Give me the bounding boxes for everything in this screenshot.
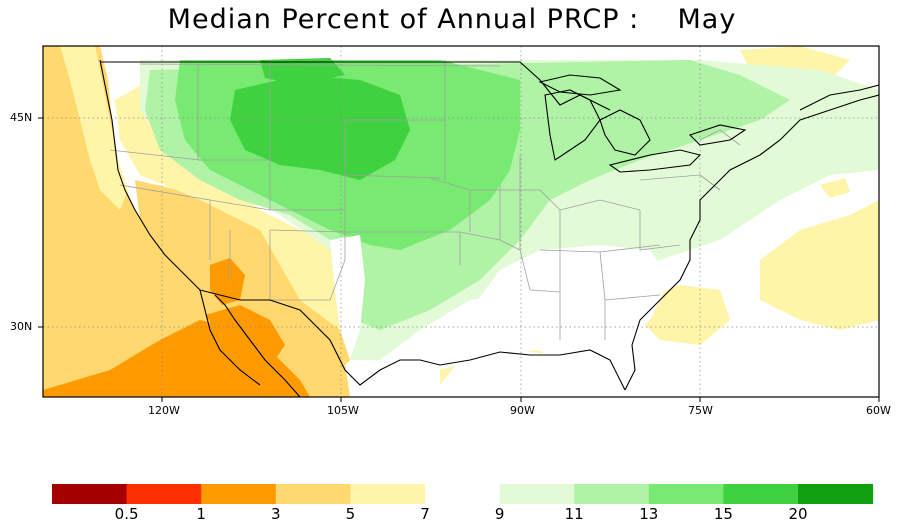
atlantic-yellow-region — [760, 200, 879, 330]
legend-swatch-2 — [201, 484, 277, 504]
legend-label-1: 1 — [196, 505, 206, 523]
state-borders — [109, 60, 741, 340]
lon-label-75w: 75W — [688, 404, 713, 417]
legend-swatch-6 — [499, 484, 575, 504]
graticule — [43, 46, 879, 397]
legend-label-8: 15 — [713, 505, 733, 523]
legend-label-5: 9 — [494, 505, 505, 523]
lat-label-30n: 30N — [10, 320, 33, 333]
legend-swatch-7 — [574, 484, 650, 504]
map-title: Median Percent of Annual PRCP : May — [167, 4, 737, 35]
legend-swatch-5 — [425, 484, 501, 504]
legend-label-7: 13 — [639, 505, 659, 523]
coastline-and-borders — [99, 59, 879, 397]
lat-label-45n: 45N — [10, 111, 33, 124]
southeast-white-region — [470, 245, 670, 360]
map-frame — [42, 45, 880, 398]
legend-swatch-1 — [126, 484, 202, 504]
legend-swatch-4 — [350, 484, 426, 504]
pacific-yellow-band — [60, 46, 128, 210]
lon-label-60w: 60W — [866, 404, 891, 417]
legend-label-9: 20 — [788, 505, 808, 523]
legend-label-4: 7 — [420, 505, 430, 523]
legend-label-0: 0.5 — [114, 505, 139, 523]
nova-scotia-yellow-patch — [820, 178, 850, 198]
dark-green-core — [230, 75, 410, 180]
legend-label-2: 3 — [271, 505, 281, 523]
legend-label-6: 11 — [564, 505, 584, 523]
legend-swatch-3 — [275, 484, 351, 504]
lon-label-105w: 105W — [327, 404, 359, 417]
legend-swatch-0 — [52, 484, 128, 504]
legend-swatch-9 — [723, 484, 799, 504]
florida-white-region — [600, 330, 635, 390]
legend-swatch-10 — [798, 484, 874, 504]
lon-label-90w: 90W — [510, 404, 535, 417]
lon-label-120w: 120W — [148, 404, 180, 417]
atlantic-yellow-patch — [640, 285, 730, 345]
axis-ticks — [38, 117, 880, 402]
legend-swatch-8 — [648, 484, 724, 504]
legend-label-3: 5 — [345, 505, 356, 523]
arizona-orange-patch — [210, 258, 245, 305]
gulf-of-mexico-white — [430, 350, 605, 397]
texas-white-region — [330, 235, 365, 360]
